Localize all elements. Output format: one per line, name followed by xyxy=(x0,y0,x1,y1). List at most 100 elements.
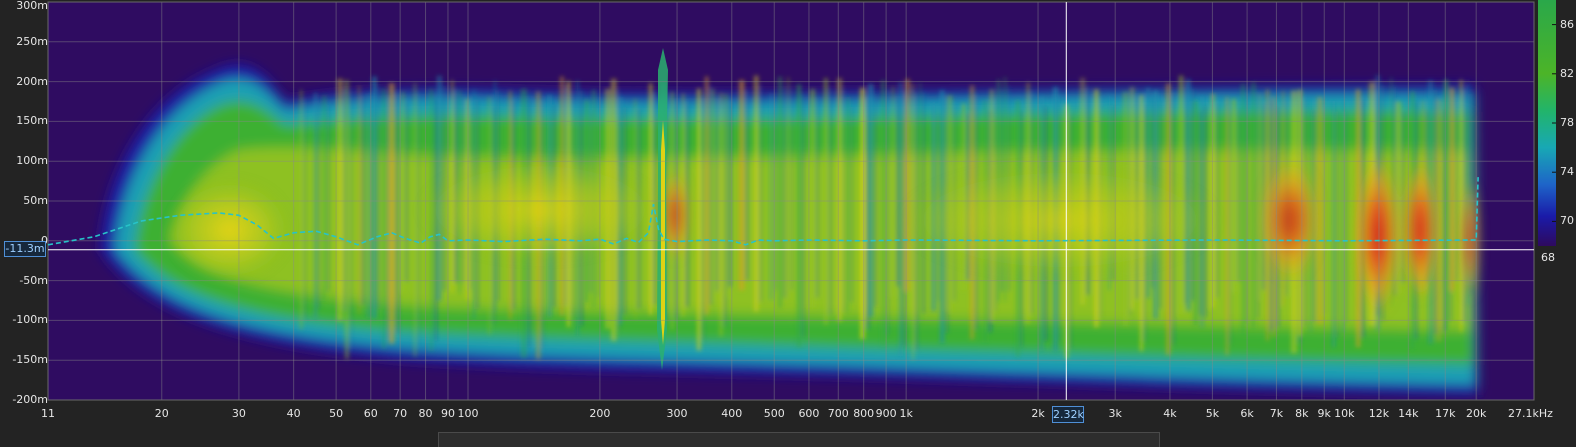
y-tick-label: 300m xyxy=(16,0,48,12)
y-tick-label: 50m xyxy=(23,194,48,207)
x-tick-label: 60 xyxy=(363,407,378,420)
spectrogram-stripe xyxy=(401,91,405,292)
x-tick-label: 2k xyxy=(1031,407,1045,420)
warm-region-low xyxy=(170,180,290,280)
spectrogram-stripe xyxy=(847,96,850,313)
phase-series-line xyxy=(47,177,1479,246)
x-tick-label: 20k xyxy=(1466,407,1487,420)
hotspot-280 xyxy=(661,170,689,260)
spectrogram-gap xyxy=(386,98,389,339)
spectrogram-stripe xyxy=(1332,101,1336,348)
x-tick-label: 70 xyxy=(393,407,408,420)
spectrogram-gap xyxy=(1246,93,1248,324)
spectrogram-gap xyxy=(701,98,704,341)
spectrogram-stripe xyxy=(824,78,828,325)
colorbar xyxy=(1538,0,1556,246)
spectrogram-stripe xyxy=(337,78,343,322)
resonance-spike-core xyxy=(661,120,665,345)
x-tick-label: 9k xyxy=(1317,407,1331,420)
spectrogram-gap xyxy=(395,93,399,334)
spectrogram-stripe xyxy=(1396,101,1401,294)
x-tick-label: 27.1kHz xyxy=(1508,407,1553,420)
x-tick-label: 1k xyxy=(899,407,913,420)
x-tick-label: 40 xyxy=(286,407,301,420)
spectrogram-gap xyxy=(377,86,380,309)
colorbar-min-label: 68 xyxy=(1541,251,1555,264)
y-tick-label: -50m xyxy=(19,273,48,287)
colorbar-tick-label: 70 xyxy=(1560,214,1574,228)
spectrogram-stripe xyxy=(1460,79,1463,332)
hotspot-14k xyxy=(1402,160,1438,300)
x-tick-label: 800 xyxy=(853,407,875,420)
x-tick-label: 6k xyxy=(1240,407,1254,420)
x-tick-label: 5k xyxy=(1205,407,1220,420)
spectrogram-stripe xyxy=(905,79,910,291)
spectrogram-stripe xyxy=(382,88,386,349)
spectrogram-gap xyxy=(1236,108,1240,282)
colorbar-ticks xyxy=(1552,24,1556,222)
spectrogram-gap xyxy=(728,103,732,287)
y-tick-label: 250m xyxy=(16,34,48,48)
spectrogram-stripe xyxy=(705,76,709,315)
y-tick-label: 100m xyxy=(16,154,48,168)
y-tick-label: -200m xyxy=(12,393,48,406)
spectrogram-stripe xyxy=(1259,93,1262,300)
grid xyxy=(47,1,1535,401)
x-tick-label: 90 xyxy=(440,407,455,420)
spectrogram-stripe xyxy=(1251,82,1256,329)
spectrogram-stripe xyxy=(769,92,774,301)
spectrogram-stripe xyxy=(300,89,303,330)
spectrogram-gap xyxy=(843,88,846,312)
spectrogram-gap xyxy=(1336,111,1339,338)
x-tick-label: 200 xyxy=(589,407,611,420)
spectrogram-stripe xyxy=(697,88,701,351)
spectrogram-stripe xyxy=(837,78,843,322)
spectrogram-gap xyxy=(1345,111,1348,323)
spectrogram-stripe xyxy=(881,80,886,346)
spectrogram-gap xyxy=(303,99,306,320)
spectrogram-gap xyxy=(816,98,819,298)
hotspot-12k xyxy=(1356,155,1400,315)
spectrogram-gap xyxy=(790,87,793,291)
spectrogram-stripe xyxy=(778,76,782,308)
spectrogram-gap xyxy=(349,90,352,349)
x-tick-label: 12k xyxy=(1368,407,1390,420)
spectrogram-gap xyxy=(745,90,749,281)
spectrogram-stripe xyxy=(1317,97,1323,325)
spectrogram-stripe xyxy=(1232,98,1236,292)
hotspot-20k xyxy=(1462,180,1478,300)
colorbar-tick-label: 86 xyxy=(1560,17,1574,31)
spectrogram-gap xyxy=(774,102,777,291)
spectrogram-stripe xyxy=(739,80,745,291)
plot-border xyxy=(47,1,1535,401)
spectrogram-stripe xyxy=(389,83,395,344)
spectrogram-gap xyxy=(1455,97,1459,281)
x-tick-label: 80 xyxy=(418,407,433,420)
warm-region-mid xyxy=(420,160,660,260)
spectrogram-gap xyxy=(361,95,365,305)
spectrogram-gap xyxy=(759,85,762,302)
colorbar-tick-label: 82 xyxy=(1560,66,1574,80)
x-tick-label: 400 xyxy=(721,407,743,420)
spectrogram-stripe xyxy=(868,84,874,318)
x-tick-label: 8k xyxy=(1295,407,1309,420)
spectrogram-stripe xyxy=(797,84,801,348)
spectrogram-stripe xyxy=(860,87,866,340)
x-tick-label: 3k xyxy=(1108,407,1122,420)
x-tick-label: 4k xyxy=(1163,407,1177,420)
spectrogram-stripe xyxy=(1444,79,1449,331)
spectrogram-stripe xyxy=(725,93,728,297)
spectrogram-stripe xyxy=(358,85,361,315)
cursor-x-readout: 2.32k xyxy=(1052,406,1084,423)
x-tick-label: 700 xyxy=(827,407,849,420)
x-tick-label: 14k xyxy=(1398,407,1419,420)
spectrogram-stripe xyxy=(1211,93,1215,308)
spectrogram-gap xyxy=(910,89,913,281)
spectrogram-gap xyxy=(1401,111,1404,284)
spectrogram-stripe xyxy=(1241,83,1246,334)
x-tick-label: 20 xyxy=(154,407,169,420)
spectrogram-gap xyxy=(405,101,408,282)
spectrogram-gap xyxy=(782,86,787,298)
spectrogram-stripe xyxy=(1436,99,1442,342)
